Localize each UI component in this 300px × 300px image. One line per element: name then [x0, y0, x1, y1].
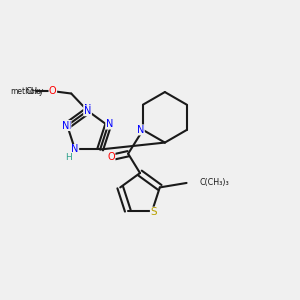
Text: N: N	[137, 125, 144, 135]
Text: O: O	[49, 86, 57, 96]
Text: O: O	[107, 152, 115, 162]
Text: N: N	[62, 121, 69, 130]
Text: S: S	[150, 207, 157, 217]
Text: N: N	[84, 104, 91, 114]
Text: N: N	[71, 145, 79, 154]
Text: N: N	[106, 119, 113, 129]
Text: CH₃: CH₃	[26, 87, 41, 96]
Text: N: N	[84, 106, 91, 116]
Text: C(CH₃)₃: C(CH₃)₃	[200, 178, 230, 188]
Text: N: N	[64, 121, 71, 130]
Text: methoxy: methoxy	[11, 87, 44, 96]
Text: H: H	[65, 153, 72, 162]
